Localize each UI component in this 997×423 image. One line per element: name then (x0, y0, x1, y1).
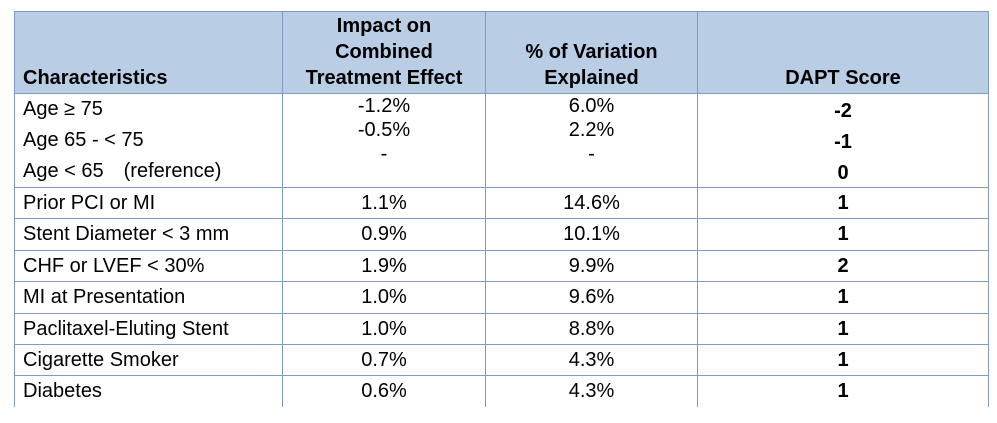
impact-cell: 0.6% (282, 375, 486, 408)
age-labels-cell: Age ≥ 75 Age 65 - < 75 Age < 65 (referenc… (14, 93, 283, 188)
characteristic-cell: Paclitaxel-Eluting Stent (14, 312, 283, 345)
age-impact-cell: -1.2% -0.5% - (282, 93, 486, 188)
characteristic-cell: CHF or LVEF < 30% (14, 249, 283, 282)
header-variation-line-2: Explained (544, 67, 639, 89)
age-score-value: -1 (834, 131, 852, 153)
header-impact-line-3: Treatment Effect (305, 67, 463, 89)
age-label-text: Age < 65 (23, 160, 104, 182)
score-cell: 1 (697, 343, 989, 376)
impact-cell: 0.9% (282, 218, 486, 251)
header-variation-line-1: % of Variation (525, 41, 658, 63)
age-score-value: -2 (834, 100, 852, 122)
table-row: Prior PCI or MI 1.1% 14.6% 1 (14, 186, 989, 219)
age-score-value: 0 (837, 162, 849, 184)
age-label: Age ≥ 75 (23, 98, 103, 120)
table-row: Cigarette Smoker 0.7% 4.3% 1 (14, 343, 989, 376)
table-row: CHF or LVEF < 30% 1.9% 9.9% 2 (14, 249, 989, 282)
age-score-cell: -2 -1 0 (697, 93, 989, 188)
dapt-score-table: Characteristics Impact on Combined Treat… (14, 11, 989, 408)
score-cell: 1 (697, 312, 989, 345)
age-group-row: Age ≥ 75 Age 65 - < 75 Age < 65 (referenc… (14, 93, 989, 188)
score-cell: 1 (697, 186, 989, 219)
table-row: Paclitaxel-Eluting Stent 1.0% 8.8% 1 (14, 312, 989, 345)
variation-cell: 8.8% (485, 312, 698, 345)
age-label: Age < 65 (reference) (23, 156, 282, 187)
age-impact-value: - (380, 143, 388, 165)
variation-cell: 4.3% (485, 375, 698, 408)
score-cell: 1 (697, 218, 989, 251)
score-cell: 1 (697, 281, 989, 314)
age-impact-value: -1.2% (357, 95, 411, 117)
age-variation-cell: 6.0% 2.2% - (485, 93, 698, 188)
score-cell: 2 (697, 249, 989, 282)
header-impact-line-1: Impact on (336, 15, 432, 37)
characteristic-cell: Cigarette Smoker (14, 343, 283, 376)
table-row: Diabetes 0.6% 4.3% 1 (14, 375, 989, 408)
impact-cell: 0.7% (282, 343, 486, 376)
header-characteristics: Characteristics (14, 11, 283, 94)
variation-cell: 10.1% (485, 218, 698, 251)
variation-cell: 9.6% (485, 281, 698, 314)
table-row: MI at Presentation 1.0% 9.6% 1 (14, 281, 989, 314)
age-variation-value: 2.2% (568, 119, 615, 141)
impact-cell: 1.0% (282, 312, 486, 345)
header-variation: % of Variation Explained (485, 11, 698, 94)
age-variation-value: 6.0% (568, 95, 615, 117)
header-impact-line-2: Combined (335, 41, 433, 63)
score-cell: 1 (697, 375, 989, 408)
characteristic-cell: MI at Presentation (14, 281, 283, 314)
variation-cell: 14.6% (485, 186, 698, 219)
variation-cell: 4.3% (485, 343, 698, 376)
impact-cell: 1.0% (282, 281, 486, 314)
age-variation-value: - (588, 143, 595, 165)
impact-cell: 1.1% (282, 186, 486, 219)
table-row: Stent Diameter < 3 mm 0.9% 10.1% 1 (14, 218, 989, 251)
variation-cell: 9.9% (485, 249, 698, 282)
header-row: Characteristics Impact on Combined Treat… (14, 11, 989, 94)
impact-cell: 1.9% (282, 249, 486, 282)
characteristic-cell: Diabetes (14, 375, 283, 408)
characteristic-cell: Stent Diameter < 3 mm (14, 218, 283, 251)
header-impact: Impact on Combined Treatment Effect (282, 11, 486, 94)
age-label: Age 65 - < 75 (23, 129, 144, 151)
age-impact-value: -0.5% (357, 119, 411, 141)
characteristic-cell: Prior PCI or MI (14, 186, 283, 219)
header-dapt-score: DAPT Score (697, 11, 989, 94)
reference-note: (reference) (123, 160, 222, 182)
